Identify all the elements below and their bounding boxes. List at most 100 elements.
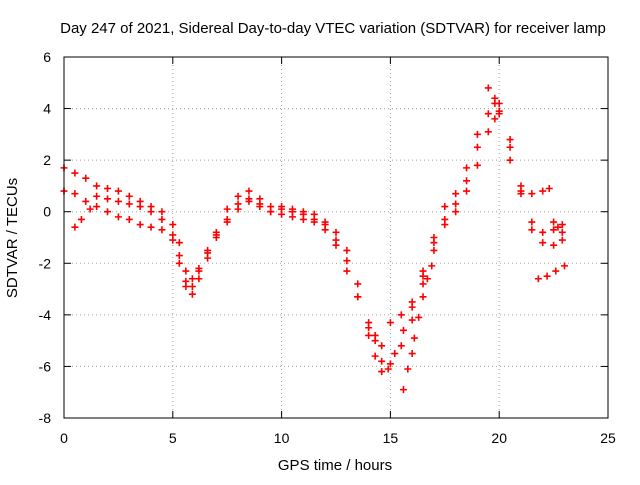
y-tick-label: -4 [39, 307, 52, 323]
data-point [415, 313, 423, 321]
data-point [195, 267, 203, 275]
data-point [539, 187, 547, 195]
data-point [484, 128, 492, 136]
data-point [491, 115, 499, 123]
data-point [82, 174, 90, 182]
data-point [378, 342, 386, 350]
x-tick-label: 25 [600, 430, 616, 446]
data-point [397, 342, 405, 350]
data-point [378, 357, 386, 365]
data-points [60, 84, 568, 394]
y-tick-label: 2 [43, 152, 51, 168]
x-tick-label: 0 [60, 430, 68, 446]
data-point [86, 205, 94, 213]
data-point [517, 190, 525, 198]
data-point [104, 195, 112, 203]
data-point [399, 326, 407, 334]
data-point [463, 187, 471, 195]
data-point [491, 99, 499, 107]
data-point [473, 143, 481, 151]
data-point [539, 239, 547, 247]
axis-ticks: 0 5 10 15 20 25 -8 -6 -4 -2 0 2 4 6 [39, 49, 616, 446]
data-point [560, 262, 568, 270]
data-point [125, 192, 133, 200]
data-point [552, 267, 560, 275]
data-point [82, 197, 90, 205]
data-point [223, 218, 231, 226]
data-point [267, 208, 275, 216]
y-tick-label: 4 [43, 101, 51, 117]
data-point [378, 368, 386, 376]
data-point [419, 267, 427, 275]
data-point [386, 360, 394, 368]
data-point [136, 203, 144, 211]
data-point [182, 267, 190, 275]
data-point [147, 223, 155, 231]
data-point [428, 262, 436, 270]
data-point [408, 303, 416, 311]
data-point [399, 386, 407, 394]
data-point [158, 226, 166, 234]
data-point [245, 187, 253, 195]
data-point [114, 187, 122, 195]
data-point [430, 234, 438, 241]
data-point [391, 350, 399, 358]
data-point [408, 350, 416, 358]
data-point [234, 192, 242, 200]
y-axis-label: SDTVAR / TECUs [4, 178, 21, 298]
data-point [288, 213, 296, 221]
data-point [354, 280, 362, 288]
data-point [234, 205, 242, 213]
data-point [93, 182, 101, 190]
data-point [175, 259, 183, 267]
chart-title: Day 247 of 2021, Sidereal Day-to-day VTE… [60, 20, 606, 37]
data-point [554, 223, 562, 231]
data-point [169, 221, 177, 229]
data-point [386, 319, 394, 327]
data-point [204, 249, 212, 257]
x-tick-label: 5 [169, 430, 177, 446]
data-point [212, 231, 220, 239]
data-point [188, 275, 196, 283]
data-point [397, 311, 405, 319]
data-point [114, 197, 122, 205]
data-point [354, 293, 362, 301]
data-point [245, 197, 253, 205]
data-point [545, 185, 553, 193]
data-point [452, 200, 460, 208]
y-tick-label: 0 [43, 204, 51, 220]
data-point [299, 215, 307, 223]
data-point [158, 215, 166, 223]
y-tick-label: -8 [39, 410, 52, 426]
data-point [158, 208, 166, 216]
data-point [223, 205, 231, 213]
data-point [384, 365, 392, 373]
data-point [93, 192, 101, 200]
data-point [169, 236, 177, 244]
data-point [104, 208, 112, 216]
data-point [473, 130, 481, 138]
data-point [441, 203, 449, 211]
data-point [410, 334, 418, 342]
data-point [77, 215, 85, 223]
data-point [550, 226, 558, 234]
plot-frame [63, 56, 609, 419]
data-point [175, 239, 183, 247]
x-tick-label: 15 [383, 430, 399, 446]
data-point [93, 203, 101, 211]
data-point [332, 241, 340, 249]
data-point [188, 290, 196, 298]
data-point [506, 136, 514, 144]
data-point [71, 190, 79, 198]
data-point [256, 203, 264, 211]
data-point [310, 218, 318, 226]
y-tick-label: -6 [39, 358, 52, 374]
data-point [506, 143, 514, 151]
data-point [343, 246, 351, 254]
data-point [495, 110, 503, 118]
data-point [125, 215, 133, 223]
data-point [463, 164, 471, 172]
data-point [534, 275, 542, 283]
data-point [528, 190, 536, 198]
